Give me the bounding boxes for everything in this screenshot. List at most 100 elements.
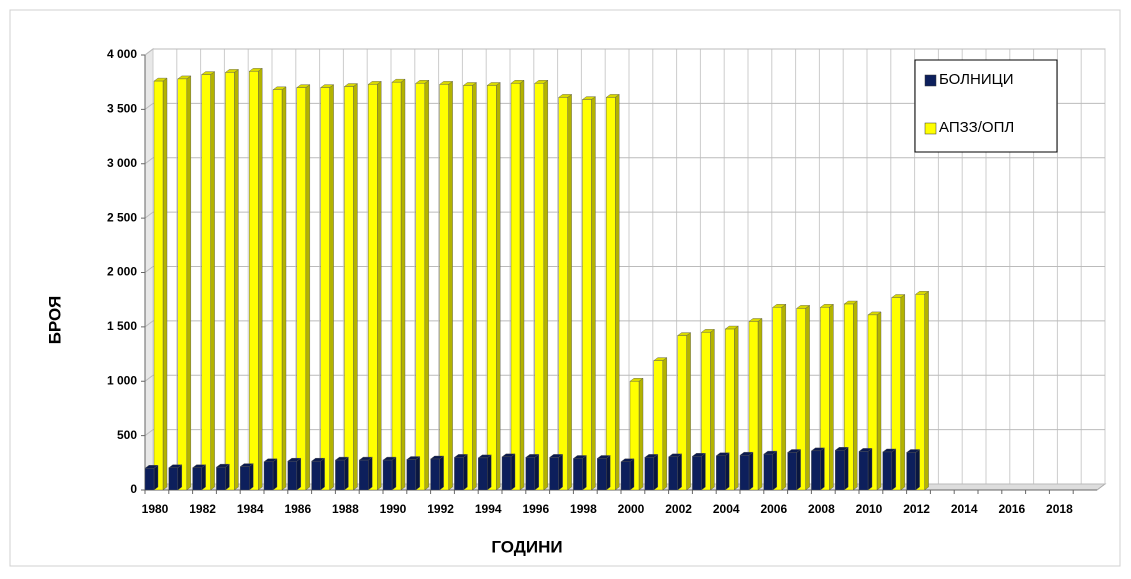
- x-tick-label: 2012: [903, 502, 930, 516]
- bar: [177, 78, 188, 491]
- bar: [487, 85, 497, 491]
- bar-side: [472, 82, 477, 491]
- bar: [368, 84, 378, 491]
- y-tick-label: 1 000: [107, 373, 137, 387]
- bar: [748, 321, 759, 491]
- grid-line-side: [144, 157, 154, 165]
- x-axis-title: ГОДИНИ: [491, 537, 562, 556]
- bar: [582, 99, 592, 491]
- bar-side: [701, 452, 706, 491]
- bar-side: [867, 447, 873, 491]
- bar: [858, 451, 869, 491]
- bar: [701, 332, 711, 491]
- bar-side: [296, 457, 301, 491]
- bar-side: [258, 67, 263, 491]
- bar-side: [177, 464, 183, 491]
- bar-side: [305, 84, 310, 491]
- bar-side: [772, 450, 777, 491]
- bar: [415, 83, 425, 491]
- x-tick-label: 1988: [332, 502, 359, 516]
- bar: [606, 97, 616, 491]
- bar: [344, 86, 354, 491]
- bar-side: [829, 303, 834, 491]
- bar: [772, 307, 782, 491]
- bar: [668, 456, 678, 491]
- bar: [320, 87, 330, 491]
- bar: [192, 467, 202, 491]
- x-tick-label: 1990: [380, 502, 407, 516]
- bar: [653, 360, 663, 491]
- bar-side: [710, 328, 715, 491]
- x-tick-label: 1996: [522, 502, 549, 516]
- x-tick-label: 2002: [665, 502, 692, 516]
- bar: [406, 459, 416, 491]
- bar: [644, 457, 654, 491]
- bar-side: [248, 463, 254, 491]
- grid-line-side: [144, 374, 154, 382]
- bar-side: [876, 311, 882, 491]
- bar-side: [748, 451, 754, 491]
- x-tick-label: 2018: [1046, 502, 1073, 516]
- bar-side: [225, 463, 230, 491]
- bar: [510, 83, 521, 491]
- y-axis-title: БРОЯ: [45, 296, 64, 345]
- bar-side: [377, 80, 382, 491]
- bar: [725, 328, 735, 491]
- bar-side: [415, 456, 420, 491]
- bar-side: [638, 377, 644, 491]
- bar-side: [424, 79, 429, 491]
- bar: [296, 87, 306, 491]
- x-tick-label: 1994: [475, 502, 502, 516]
- bar-side: [725, 452, 730, 491]
- bar-side: [891, 448, 896, 491]
- bar-side: [153, 464, 159, 491]
- bar-side: [439, 455, 444, 491]
- bar-side: [487, 454, 492, 491]
- bar: [867, 314, 878, 491]
- bar-side: [272, 458, 278, 491]
- bar-side: [281, 86, 287, 491]
- grid-line-side: [144, 320, 154, 328]
- bar-side: [686, 332, 691, 491]
- bar-side: [900, 294, 905, 491]
- x-tick-label: 1980: [142, 502, 169, 516]
- x-tick-label: 1992: [427, 502, 454, 516]
- x-tick-label: 2000: [618, 502, 645, 516]
- bar: [225, 72, 235, 491]
- bar-side: [186, 75, 192, 491]
- bar-side: [662, 357, 667, 491]
- bar: [558, 97, 568, 491]
- bar-side: [534, 453, 539, 491]
- bar-side: [606, 455, 611, 491]
- bar: [501, 456, 512, 491]
- grid-line-side: [144, 48, 154, 56]
- bar: [463, 85, 473, 491]
- bar-side: [496, 82, 501, 491]
- x-tick-label: 1982: [189, 502, 216, 516]
- bar: [525, 457, 535, 491]
- bar: [430, 458, 440, 491]
- y-tick-label: 4 000: [107, 47, 137, 61]
- bar-side: [400, 78, 406, 491]
- bar: [478, 457, 488, 491]
- y-tick-label: 3 000: [107, 156, 137, 170]
- legend-label: БОЛНИЦИ: [939, 71, 1014, 88]
- bar-side: [853, 300, 858, 491]
- bar-side: [558, 453, 563, 491]
- bar-side: [344, 456, 349, 491]
- bar: [835, 450, 845, 491]
- y-tick-label: 1 500: [107, 319, 137, 333]
- bar: [820, 307, 830, 491]
- bar-side: [201, 464, 206, 491]
- bar: [287, 460, 297, 491]
- bar: [891, 297, 901, 491]
- bar: [677, 335, 687, 491]
- bar-side: [734, 325, 739, 491]
- x-tick-label: 1998: [570, 502, 597, 516]
- bar-side: [320, 457, 325, 491]
- bar-side: [543, 79, 548, 491]
- x-tick-label: 1986: [284, 502, 311, 516]
- bar-side: [591, 96, 596, 491]
- bar-side: [629, 458, 635, 491]
